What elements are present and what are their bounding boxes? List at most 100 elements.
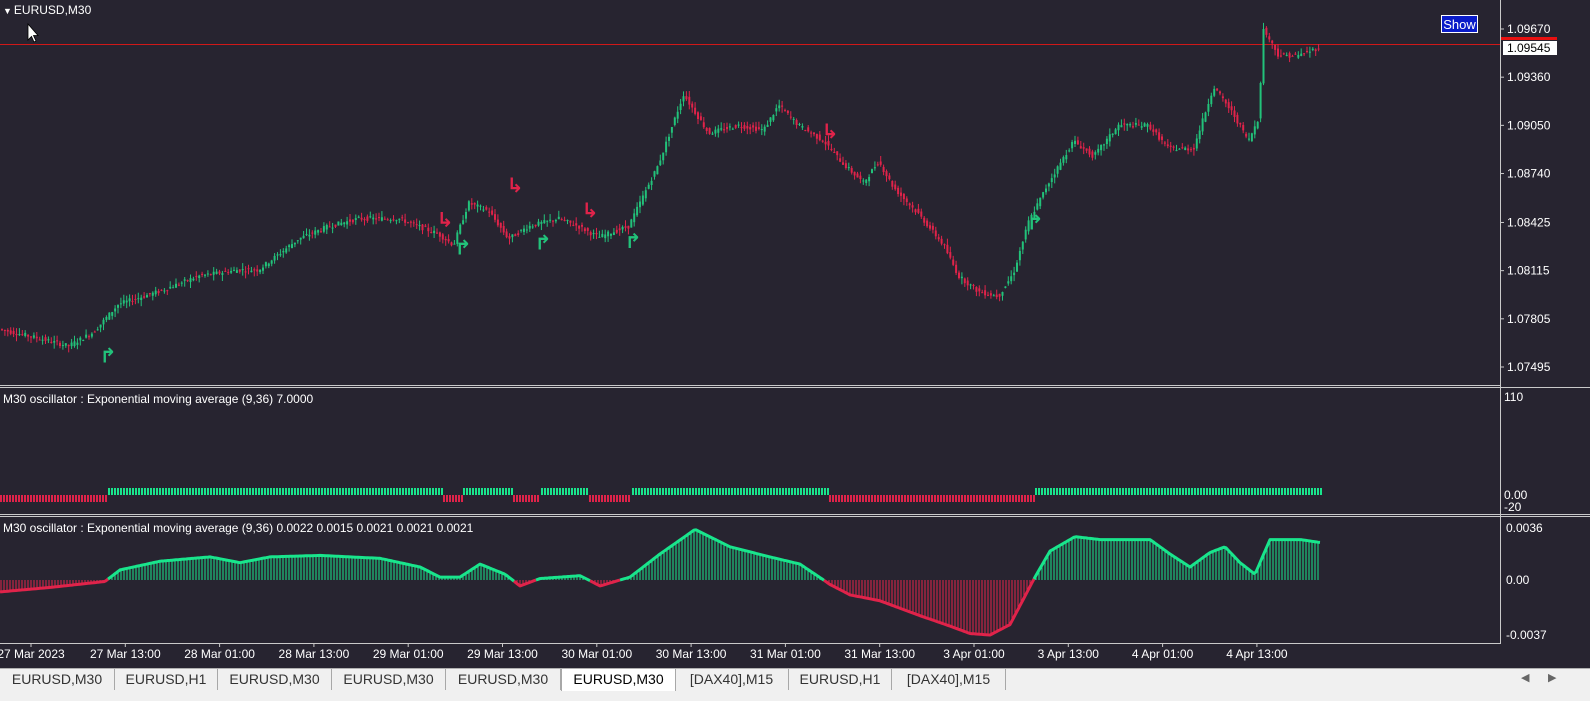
candle-body: [923, 217, 926, 223]
candle-body: [9, 330, 12, 334]
signal-bar-up: [411, 488, 413, 495]
scroll-right-icon[interactable]: ▶: [1548, 672, 1557, 684]
signal-bar-up: [252, 488, 254, 495]
signal-bar-down: [937, 495, 939, 502]
tab-dax40-m15-2[interactable]: [DAX40],M15: [892, 669, 1006, 690]
candle-body: [749, 127, 752, 130]
signal-bar-down: [901, 495, 903, 502]
signal-bar-up: [1215, 488, 1217, 495]
candle-body: [697, 112, 699, 120]
signal-bar-down: [449, 495, 451, 502]
candle-body: [685, 96, 688, 100]
candle-body: [949, 252, 952, 258]
signal-bar-up: [1056, 488, 1058, 495]
scroll-left-icon[interactable]: ◀: [1521, 672, 1530, 684]
signal-bar-down: [907, 495, 909, 502]
tab-eurusd-m30-3[interactable]: EURUSD,M30: [332, 669, 446, 690]
candle-body: [891, 180, 894, 187]
signal-bar-up: [1302, 488, 1304, 495]
signal-bar-down: [12, 495, 14, 502]
candle-body: [815, 133, 818, 139]
candle-body: [450, 242, 453, 246]
signal-bar-up: [114, 488, 116, 495]
window-title[interactable]: ▼ EURUSD,M30: [3, 3, 91, 17]
candle-body: [119, 303, 122, 305]
signal-bar-down: [880, 495, 882, 502]
signal-bar-up: [336, 488, 338, 495]
tab-eurusd-m30-1[interactable]: EURUSD,M30: [0, 669, 115, 690]
signal-bar-up: [438, 488, 440, 495]
signal-bar-down: [943, 495, 945, 502]
candle-body: [618, 228, 621, 231]
candle-body: [1277, 48, 1279, 57]
signal-bar-down: [850, 495, 852, 502]
tab-eurusd-h1-1[interactable]: EURUSD,H1: [115, 669, 218, 690]
signal-bar-down: [889, 495, 891, 502]
candle-body: [343, 222, 346, 225]
time-tick-label: 4 Apr 01:00: [1132, 647, 1194, 661]
signal-bar-up: [1146, 488, 1148, 495]
signal-bar-down: [925, 495, 927, 502]
candle-body: [485, 207, 488, 210]
buy-arrow-icon: ↱: [100, 343, 117, 367]
tab-eurusd-m30-2[interactable]: EURUSD,M30: [218, 669, 332, 690]
signal-bar-down: [452, 495, 454, 502]
candle-body: [363, 219, 366, 221]
candle-body: [902, 193, 905, 200]
candle-body: [56, 340, 59, 342]
signal-bar-up: [258, 488, 260, 495]
candle-body: [1097, 148, 1100, 153]
chevron-down-icon[interactable]: ▼: [3, 6, 12, 16]
signal-bar-down: [934, 495, 936, 502]
candle-body: [1155, 129, 1158, 133]
indicator1-tick-label: 0.00: [1504, 488, 1528, 502]
signal-bar-down: [922, 495, 924, 502]
signal-bar-up: [276, 488, 278, 495]
signal-bar-down: [973, 495, 975, 502]
signal-bar-down: [853, 495, 855, 502]
signal-bar-up: [123, 488, 125, 495]
signal-bar-down: [443, 495, 445, 502]
candle-body: [897, 187, 900, 195]
candle-body: [1190, 149, 1192, 151]
signal-bar-down: [39, 495, 41, 502]
candle-body: [969, 284, 972, 286]
signal-bar-up: [632, 488, 634, 495]
signal-bar-up: [219, 488, 221, 495]
candle-body: [117, 305, 119, 308]
signal-bar-down: [93, 495, 95, 502]
candle-body: [813, 132, 815, 135]
signal-bar-up: [740, 488, 742, 495]
signal-bar-up: [1062, 488, 1064, 495]
candle-body: [1132, 126, 1134, 128]
signal-bar-up: [472, 488, 474, 495]
tab-eurusd-m30-4[interactable]: EURUSD,M30: [446, 669, 561, 690]
signal-bar-up: [405, 488, 407, 495]
signal-bar-down: [895, 495, 897, 502]
signal-bar-up: [1245, 488, 1247, 495]
signal-bar-up: [716, 488, 718, 495]
candle-body: [293, 242, 296, 245]
show-button[interactable]: Show: [1441, 15, 1478, 33]
candle-body: [1126, 124, 1129, 126]
signal-bar-down: [18, 495, 20, 502]
signal-bar-up: [351, 488, 353, 495]
candle-body: [1300, 53, 1303, 56]
candle-body: [740, 127, 743, 129]
signal-bar-up: [312, 488, 314, 495]
price-tick-label: 1.08115: [1507, 264, 1550, 278]
signal-bar-up: [1113, 488, 1115, 495]
tab-eurusd-m30-active[interactable]: EURUSD,M30: [561, 669, 676, 691]
candle-body: [1074, 140, 1076, 144]
candle-body: [676, 111, 679, 119]
chart-canvas[interactable]: 1.09545 ↱↱ ↱ ↱↱↳↳↳↳ 1.096701.093601.090501…: [0, 0, 1590, 668]
candle-body: [177, 284, 180, 286]
signal-bar-up: [1242, 488, 1244, 495]
candle-body: [673, 117, 676, 125]
candle-body: [1013, 272, 1016, 276]
signal-bar-up: [662, 488, 664, 495]
tab-dax40-m15-1[interactable]: [DAX40],M15: [675, 669, 789, 690]
tab-eurusd-h1-2[interactable]: EURUSD,H1: [789, 669, 892, 690]
candle-body: [789, 116, 792, 118]
signal-bar-down: [598, 495, 600, 502]
